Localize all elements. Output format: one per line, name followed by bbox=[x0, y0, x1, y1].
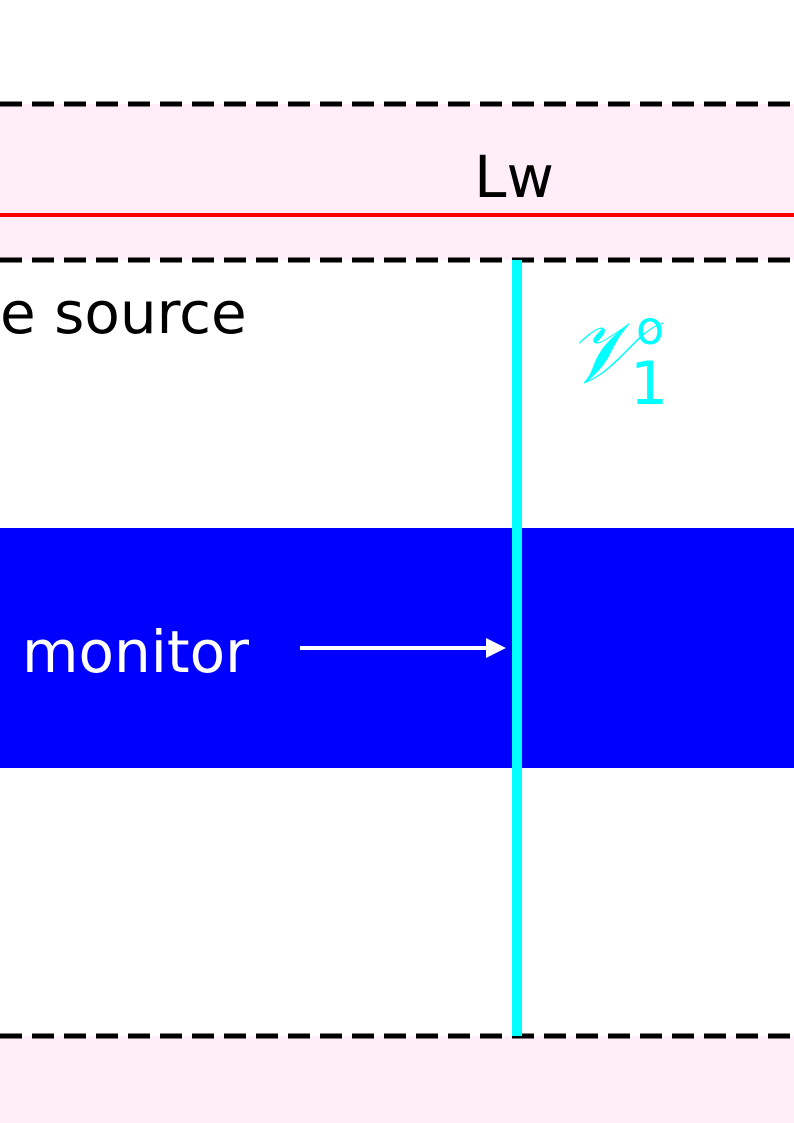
monitor-symbol-superscript: o bbox=[636, 301, 664, 355]
top-pml-region bbox=[0, 104, 794, 260]
top-region-label: Lw bbox=[474, 143, 554, 211]
monitor-label: monitor bbox=[22, 618, 249, 686]
monitor-arrow-head bbox=[486, 638, 506, 658]
source-label: e source bbox=[0, 279, 247, 347]
bottom-pml-region bbox=[0, 1036, 794, 1123]
monitor-symbol-subscript: 1 bbox=[630, 349, 668, 419]
